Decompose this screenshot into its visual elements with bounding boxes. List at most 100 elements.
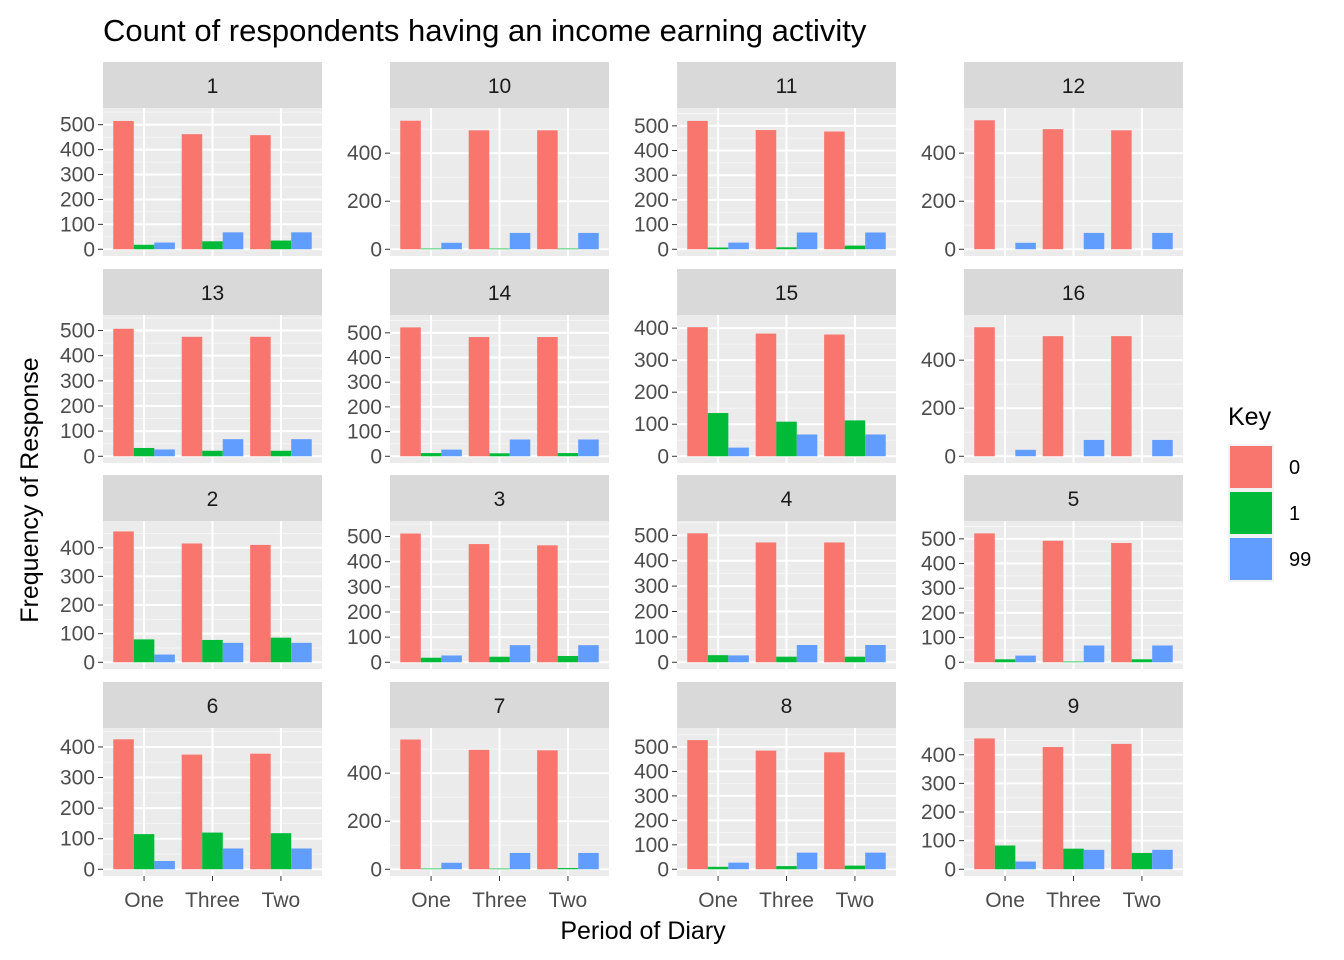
y-tick-label: 300 bbox=[347, 576, 382, 599]
bar-key-0 bbox=[1111, 130, 1132, 250]
y-tick-label: 100 bbox=[634, 214, 669, 237]
y-tick-label: 200 bbox=[921, 397, 956, 420]
bar-key-1 bbox=[1063, 848, 1084, 870]
facet-strip bbox=[103, 62, 322, 108]
bar-key-99 bbox=[1083, 645, 1105, 663]
y-tick-label: 300 bbox=[921, 577, 956, 600]
y-tick-label: 300 bbox=[921, 772, 956, 795]
bar-key-0 bbox=[824, 542, 845, 663]
facet-strip bbox=[964, 62, 1183, 108]
bar-key-99 bbox=[796, 645, 818, 663]
bar-key-99 bbox=[1015, 655, 1036, 663]
bar-key-0 bbox=[181, 754, 203, 870]
bar-key-1 bbox=[202, 241, 223, 250]
y-tick-label: 300 bbox=[634, 349, 669, 372]
bar-key-1 bbox=[420, 453, 442, 457]
y-tick-label: 0 bbox=[657, 858, 669, 881]
y-tick-label: 400 bbox=[634, 140, 669, 163]
bar-key-0 bbox=[250, 135, 271, 250]
bar-key-99 bbox=[578, 645, 599, 663]
facet-strip-label: 16 bbox=[1062, 282, 1085, 305]
bar-key-1 bbox=[707, 247, 729, 250]
bar-key-99 bbox=[509, 232, 531, 250]
y-tick-label: 400 bbox=[60, 345, 95, 368]
y-tick-label: 400 bbox=[347, 762, 382, 785]
bar-key-1 bbox=[1131, 852, 1153, 870]
bar-key-1 bbox=[557, 453, 579, 457]
bar-key-99 bbox=[578, 232, 599, 250]
bar-key-1 bbox=[557, 248, 579, 250]
facet-strip-label: 7 bbox=[494, 695, 506, 718]
facet-panel-16: 16 0 200 400 bbox=[921, 269, 1183, 468]
bar-key-99 bbox=[441, 862, 462, 870]
bar-key-0 bbox=[687, 120, 708, 250]
bar-key-99 bbox=[578, 439, 599, 457]
bar-key-0 bbox=[468, 749, 490, 870]
bar-key-99 bbox=[1152, 232, 1173, 250]
bar-key-99 bbox=[441, 242, 462, 250]
bar-key-0 bbox=[824, 752, 845, 870]
bar-key-0 bbox=[537, 130, 558, 250]
x-tick-label: Two bbox=[262, 889, 301, 912]
bar-key-1 bbox=[489, 248, 510, 250]
y-tick-label: 400 bbox=[634, 760, 669, 783]
bar-key-99 bbox=[865, 852, 886, 870]
bar-key-1 bbox=[557, 868, 579, 870]
y-tick-label: 200 bbox=[347, 190, 382, 213]
y-tick-label: 100 bbox=[347, 421, 382, 444]
y-tick-label: 0 bbox=[944, 858, 956, 881]
facet-strip bbox=[390, 682, 609, 728]
x-tick-label: Three bbox=[472, 889, 527, 912]
bar-key-1 bbox=[994, 845, 1016, 870]
bar-key-99 bbox=[509, 852, 531, 870]
bar-key-1 bbox=[133, 834, 155, 870]
bar-key-1 bbox=[1131, 659, 1153, 663]
facet-strip bbox=[964, 269, 1183, 315]
bar-key-1 bbox=[707, 655, 729, 663]
y-tick-label: 500 bbox=[634, 524, 669, 547]
y-tick-label: 0 bbox=[944, 651, 956, 674]
y-tick-label: 0 bbox=[83, 445, 95, 468]
facet-strip-label: 4 bbox=[781, 488, 793, 511]
bar-key-0 bbox=[468, 130, 490, 250]
x-tick-label: One bbox=[124, 889, 164, 912]
y-tick-label: 0 bbox=[657, 238, 669, 261]
bar-key-1 bbox=[133, 639, 155, 663]
bar-key-99 bbox=[865, 232, 886, 250]
bar-key-0 bbox=[468, 544, 490, 663]
y-tick-label: 400 bbox=[921, 349, 956, 372]
y-tick-label: 200 bbox=[921, 190, 956, 213]
y-tick-label: 400 bbox=[60, 537, 95, 560]
y-tick-label: 200 bbox=[921, 801, 956, 824]
facet-panel-12: 12 0 200 400 bbox=[921, 62, 1183, 261]
x-tick-label: Three bbox=[759, 889, 814, 912]
bar-key-0 bbox=[974, 533, 995, 663]
bar-key-99 bbox=[728, 242, 749, 250]
bar-key-99 bbox=[796, 434, 818, 457]
facet-strip bbox=[390, 475, 609, 521]
bar-key-1 bbox=[420, 868, 442, 870]
bar-key-1 bbox=[202, 639, 223, 663]
bar-key-0 bbox=[687, 740, 708, 870]
bar-key-99 bbox=[291, 439, 312, 457]
y-tick-label: 200 bbox=[60, 188, 95, 211]
bar-key-99 bbox=[728, 447, 749, 457]
bar-key-99 bbox=[728, 655, 749, 663]
y-tick-label: 500 bbox=[347, 526, 382, 549]
y-tick-label: 300 bbox=[60, 565, 95, 588]
legend: Key 0 1 99 bbox=[1228, 403, 1311, 582]
y-tick-label: 200 bbox=[347, 396, 382, 419]
facet-strip-label: 12 bbox=[1062, 75, 1085, 98]
y-tick-label: 400 bbox=[634, 317, 669, 340]
bar-key-0 bbox=[974, 327, 995, 457]
facet-strip-label: 10 bbox=[488, 75, 511, 98]
x-axis-title: Period of Diary bbox=[560, 917, 726, 945]
bar-key-1 bbox=[202, 832, 223, 870]
bar-key-0 bbox=[181, 543, 203, 663]
bar-key-1 bbox=[844, 420, 866, 457]
facet-strip bbox=[103, 269, 322, 315]
facet-strip-label: 8 bbox=[781, 695, 793, 718]
